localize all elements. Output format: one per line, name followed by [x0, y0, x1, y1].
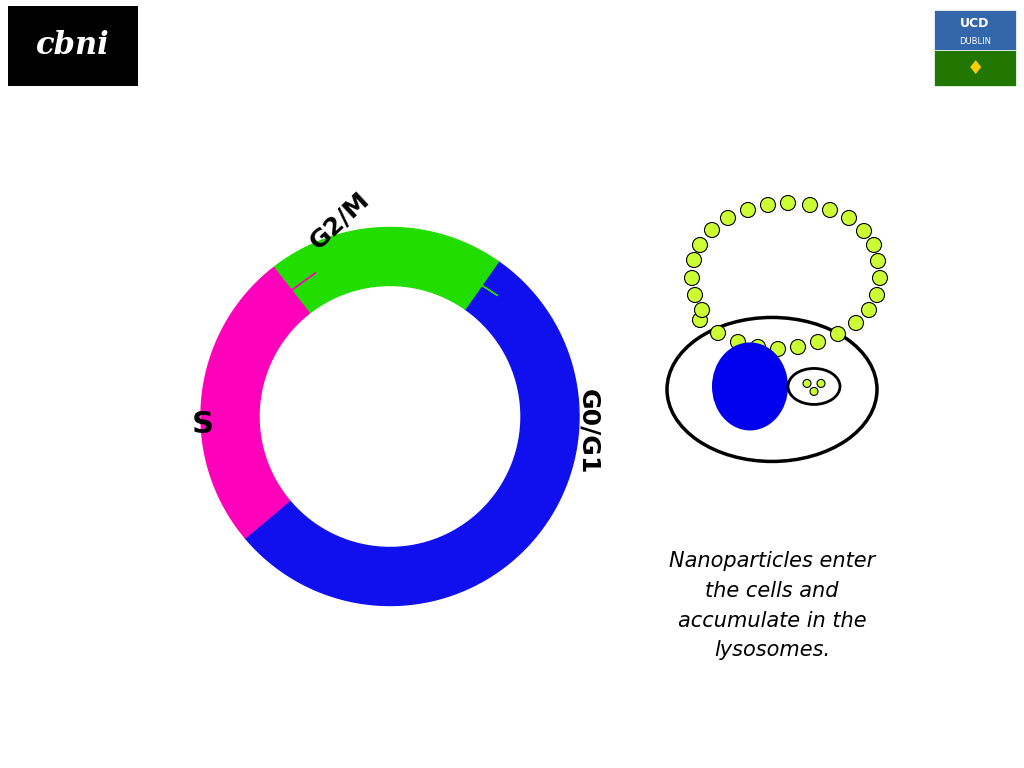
Text: DUBLIN: DUBLIN	[959, 37, 991, 46]
Circle shape	[780, 196, 796, 210]
Circle shape	[730, 335, 745, 349]
Circle shape	[822, 203, 838, 217]
Circle shape	[791, 339, 806, 355]
Text: UCD: UCD	[961, 17, 989, 30]
Text: phase at the moment of exposure to nanoparticles: phase at the moment of exposure to nanop…	[212, 55, 812, 74]
Text: G0/G1: G0/G1	[577, 389, 600, 474]
Circle shape	[687, 287, 702, 303]
Circle shape	[866, 237, 882, 253]
Circle shape	[817, 379, 825, 387]
Circle shape	[692, 237, 708, 253]
Text: G2/M: G2/M	[305, 187, 374, 253]
Text: S: S	[193, 410, 214, 439]
Polygon shape	[245, 262, 579, 605]
Circle shape	[810, 387, 818, 396]
Circle shape	[830, 326, 846, 342]
Circle shape	[856, 223, 871, 239]
Circle shape	[711, 326, 725, 340]
Circle shape	[686, 253, 701, 267]
Circle shape	[869, 287, 885, 303]
Text: Nanoparticles enter
the cells and
accumulate in the
lysosomes.: Nanoparticles enter the cells and accumu…	[669, 551, 876, 660]
Circle shape	[692, 313, 708, 327]
Circle shape	[849, 316, 863, 330]
Circle shape	[842, 210, 856, 226]
Circle shape	[684, 270, 699, 286]
Bar	[8, 6, 138, 86]
Circle shape	[870, 253, 886, 269]
Polygon shape	[423, 247, 498, 296]
Polygon shape	[359, 575, 450, 578]
Polygon shape	[201, 267, 309, 538]
Circle shape	[861, 303, 877, 317]
Polygon shape	[273, 227, 499, 313]
Circle shape	[751, 339, 766, 355]
Text: Nanoparticle uptake in a cycling cell: example of a cell in G1: Nanoparticle uptake in a cycling cell: e…	[157, 21, 867, 41]
Circle shape	[721, 210, 735, 226]
Circle shape	[694, 303, 710, 317]
Text: cbni: cbni	[36, 31, 110, 61]
Text: ♦: ♦	[967, 59, 984, 78]
Circle shape	[705, 223, 720, 237]
Bar	[934, 10, 1016, 50]
Polygon shape	[243, 273, 315, 326]
Circle shape	[803, 379, 811, 387]
Circle shape	[770, 342, 785, 356]
Circle shape	[803, 197, 817, 213]
Circle shape	[740, 203, 756, 217]
Circle shape	[811, 335, 825, 349]
Bar	[934, 50, 1016, 86]
Ellipse shape	[712, 343, 788, 430]
Circle shape	[761, 197, 775, 213]
Circle shape	[872, 270, 888, 286]
